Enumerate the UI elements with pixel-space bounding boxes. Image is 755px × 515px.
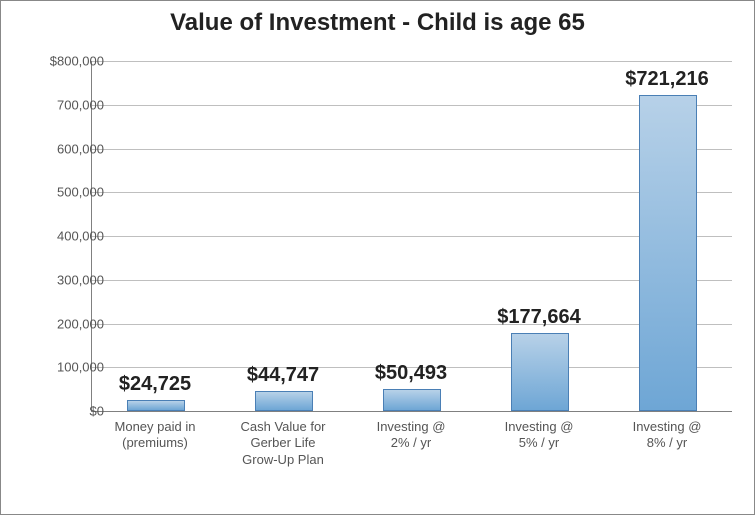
y-tick-label: 700,000 <box>14 97 104 112</box>
x-tick-label: Investing @2% / yr <box>347 415 475 452</box>
gridline <box>92 149 732 150</box>
plot-area <box>91 61 732 412</box>
chart-title: Value of Investment - Child is age 65 <box>1 9 754 37</box>
y-tick-label: 500,000 <box>14 185 104 200</box>
gridline <box>92 192 732 193</box>
gridline <box>92 324 732 325</box>
y-tick-label: 200,000 <box>14 316 104 331</box>
data-label: $177,664 <box>497 306 580 329</box>
bar <box>639 95 697 411</box>
y-tick-label: 300,000 <box>14 272 104 287</box>
x-tick-label: Money paid in(premiums) <box>91 415 219 452</box>
y-tick-label: 100,000 <box>14 360 104 375</box>
data-label: $721,216 <box>625 68 708 91</box>
chart-container: Value of Investment - Child is age 65 $0… <box>0 0 755 515</box>
bar <box>255 391 313 411</box>
x-tick-label: Investing @5% / yr <box>475 415 603 452</box>
gridline <box>92 280 732 281</box>
y-tick-label: 400,000 <box>14 229 104 244</box>
data-label: $24,725 <box>119 373 191 396</box>
bar <box>127 400 185 411</box>
bar <box>511 333 569 411</box>
bar <box>383 389 441 411</box>
gridline <box>92 61 732 62</box>
gridline <box>92 236 732 237</box>
x-tick-label: Investing @8% / yr <box>603 415 731 452</box>
y-tick-label: $800,000 <box>14 54 104 69</box>
x-tick-label: Cash Value forGerber LifeGrow-Up Plan <box>219 415 347 468</box>
data-label: $44,747 <box>247 364 319 387</box>
data-label: $50,493 <box>375 362 447 385</box>
gridline <box>92 105 732 106</box>
y-tick-label: 600,000 <box>14 141 104 156</box>
